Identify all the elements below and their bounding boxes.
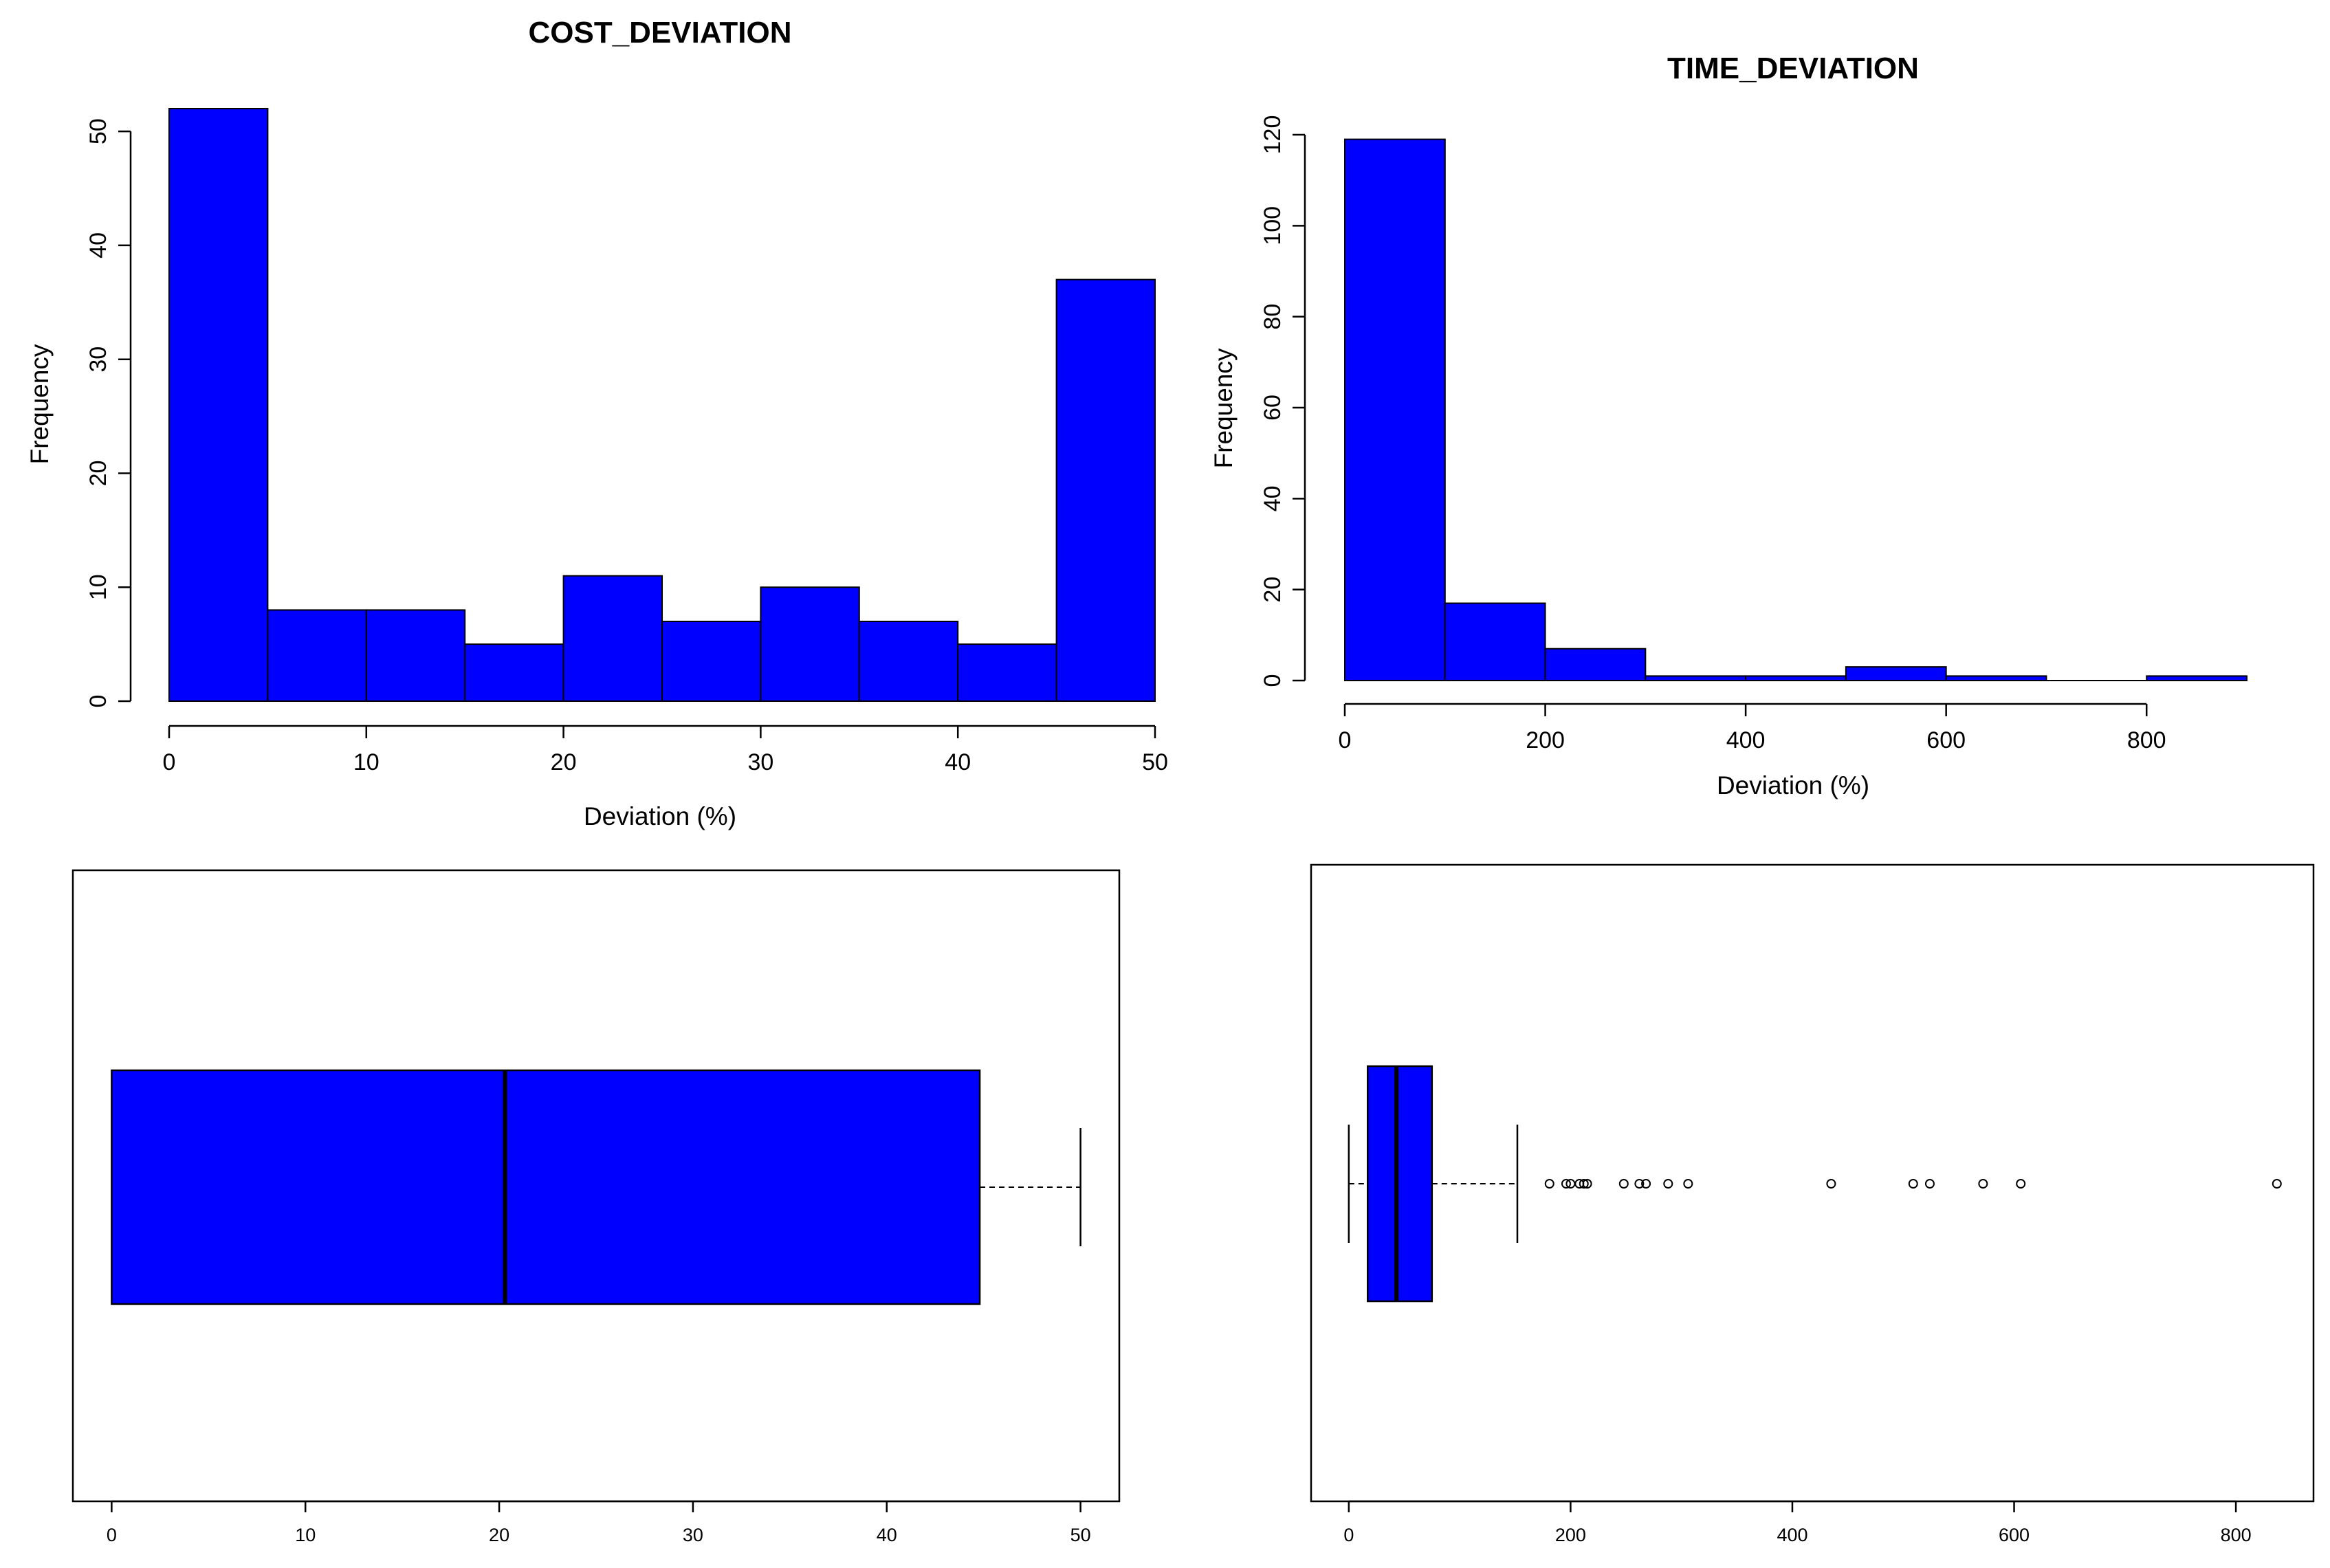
time-histogram-bar xyxy=(1745,675,1847,682)
cost-histogram-y-tick-label: 50 xyxy=(85,118,111,144)
time-histogram-y-tick-label: 60 xyxy=(1260,395,1286,421)
time-histogram-y-tick-label: 40 xyxy=(1260,485,1286,511)
time-histogram-bar xyxy=(1645,675,1747,682)
cost-histogram-bar xyxy=(562,575,663,703)
cost-boxplot-x-tick-label: 0 xyxy=(107,1525,117,1545)
cost-deviation-histogram: COST_DEVIATION Deviation (%) Frequency 0… xyxy=(25,16,1168,830)
cost-histogram-x-tick-label: 20 xyxy=(551,749,577,775)
time-boxplot-outlier-point xyxy=(1641,1179,1651,1189)
time-deviation-boxplot: 0 200 400 600 800 xyxy=(1310,863,2315,1545)
time-boxplot-outlier-point xyxy=(1579,1179,1589,1189)
time-boxplot-outlier-point xyxy=(1908,1179,1918,1189)
cost-histogram-bar xyxy=(464,643,564,702)
time-boxplot-outlier-point xyxy=(1826,1179,1836,1189)
time-boxplot-outlier-point xyxy=(1582,1179,1592,1189)
time-boxplot-x-tick-label: 800 xyxy=(2221,1525,2252,1545)
cost-histogram-bar xyxy=(267,609,367,703)
time-histogram-xlabel: Deviation (%) xyxy=(1717,771,1869,799)
cost-histogram-x-tick-label: 10 xyxy=(353,749,380,775)
cost-histogram-bar xyxy=(858,620,959,703)
time-histogram-y-tick-label: 100 xyxy=(1260,206,1286,245)
cost-boxplot-x-tick-label: 40 xyxy=(877,1525,897,1545)
time-histogram-title: TIME_DEVIATION xyxy=(1667,52,1919,85)
cost-histogram-y-tick-label: 10 xyxy=(85,574,111,600)
time-boxplot-outlier-point xyxy=(1663,1179,1673,1189)
time-boxplot-outlier-point xyxy=(2016,1179,2026,1189)
cost-histogram-bar xyxy=(957,643,1057,702)
cost-histogram-x-tick-label: 30 xyxy=(747,749,773,775)
time-histogram-x-tick-label: 200 xyxy=(1526,727,1565,753)
cost-deviation-boxplot: 0 10 20 30 40 50 xyxy=(72,869,1121,1545)
time-boxplot-outlier-point xyxy=(1978,1179,1988,1189)
time-boxplot-outlier-point xyxy=(2272,1179,2282,1189)
time-histogram-y-tick-label: 120 xyxy=(1260,115,1286,155)
cost-boxplot-x-tick-label: 30 xyxy=(683,1525,703,1545)
cost-histogram-title: COST_DEVIATION xyxy=(528,16,791,49)
time-boxplot-outlier-point xyxy=(1561,1179,1571,1189)
time-histogram-y-tick-label: 0 xyxy=(1260,674,1286,687)
time-histogram-y-tick-label: 20 xyxy=(1260,577,1286,603)
cost-boxplot-box xyxy=(111,1069,981,1305)
time-boxplot-box xyxy=(1367,1065,1433,1303)
cost-histogram-bar xyxy=(661,620,762,703)
cost-histogram-x-tick-label: 50 xyxy=(1142,749,1168,775)
time-histogram-y-tick-label: 80 xyxy=(1260,304,1286,330)
time-histogram-bar xyxy=(2146,675,2247,682)
time-boxplot-outlier-point xyxy=(1683,1179,1693,1189)
time-histogram-x-tick-label: 800 xyxy=(2127,727,2166,753)
cost-boxplot-x-tick-label: 10 xyxy=(295,1525,316,1545)
time-boxplot-x-tick-label: 600 xyxy=(1999,1525,2030,1545)
cost-histogram-xlabel: Deviation (%) xyxy=(584,802,736,830)
cost-histogram-y-tick-label: 0 xyxy=(85,695,111,708)
time-boxplot-outlier-point xyxy=(1618,1179,1629,1189)
cost-histogram-bar xyxy=(365,609,466,703)
time-boxplot-outlier-point xyxy=(1634,1179,1645,1189)
cost-histogram-y-tick-label: 20 xyxy=(85,461,111,487)
cost-histogram-y-tick-label: 30 xyxy=(85,346,111,373)
time-boxplot-x-tick-label: 0 xyxy=(1343,1525,1354,1545)
time-histogram-bar xyxy=(1845,666,1947,682)
cost-histogram-bar xyxy=(168,108,269,702)
time-histogram-bar xyxy=(1344,138,1446,682)
cost-boxplot-x-tick-label: 50 xyxy=(1070,1525,1091,1545)
time-deviation-histogram: TIME_DEVIATION Deviation (%) Frequency 0… xyxy=(1209,52,2247,799)
time-histogram-x-tick-label: 0 xyxy=(1339,727,1352,753)
cost-histogram-ylabel: Frequency xyxy=(25,344,54,464)
time-boxplot-x-tick-label: 400 xyxy=(1777,1525,1807,1545)
cost-boxplot-x-tick-label: 20 xyxy=(489,1525,509,1545)
time-histogram-x-tick-label: 600 xyxy=(1926,727,1966,753)
time-histogram-bar xyxy=(1444,602,1546,681)
cost-histogram-bar xyxy=(1055,278,1156,702)
time-boxplot-outlier-point xyxy=(1544,1179,1554,1189)
cost-histogram-x-tick-label: 40 xyxy=(945,749,971,775)
cost-histogram-bar xyxy=(760,586,860,702)
time-histogram-bar xyxy=(1945,675,2047,682)
cost-histogram-x-tick-label: 0 xyxy=(163,749,176,775)
time-boxplot-x-tick-label: 200 xyxy=(1555,1525,1586,1545)
time-histogram-ylabel: Frequency xyxy=(1209,348,1238,468)
time-boxplot-outlier-point xyxy=(1924,1179,1935,1189)
time-histogram-bar xyxy=(1544,648,1647,682)
time-histogram-x-tick-label: 400 xyxy=(1726,727,1766,753)
cost-histogram-y-tick-label: 40 xyxy=(85,232,111,258)
